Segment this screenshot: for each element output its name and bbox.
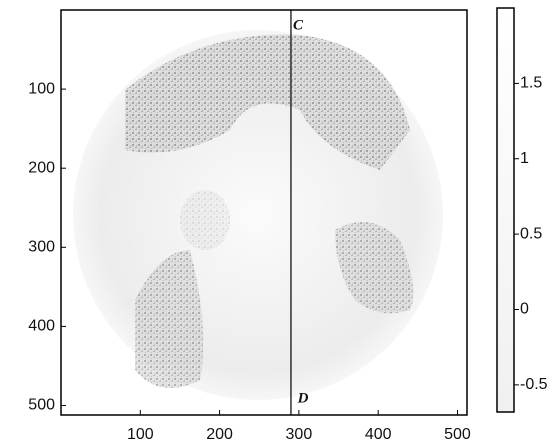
x-tick-label: 500 [444,426,471,443]
x-tick-label: 100 [127,426,154,443]
colorbar-tick-label: -0.5 [520,376,548,393]
y-tick-label: 500 [28,397,55,414]
y-tick-label: 200 [28,159,55,176]
annotation: C [293,17,304,33]
y-tick-label: 300 [28,239,55,256]
x-tick-label: 400 [365,426,392,443]
plot-frame [60,9,468,416]
colorbar-tick-label: 0.5 [520,225,542,242]
x-tick-label: 300 [286,426,313,443]
x-tick-label: 200 [206,426,233,443]
colorbar-tick-label: 1.5 [520,75,542,92]
image [61,10,467,415]
colorbar-tick-label: 0 [520,301,529,318]
annotation: D [297,390,309,406]
y-tick-label: 400 [28,318,55,335]
y-tick-label: 100 [28,80,55,97]
colorbar [496,7,515,413]
colorbar-tick-label: 1 [520,150,529,167]
